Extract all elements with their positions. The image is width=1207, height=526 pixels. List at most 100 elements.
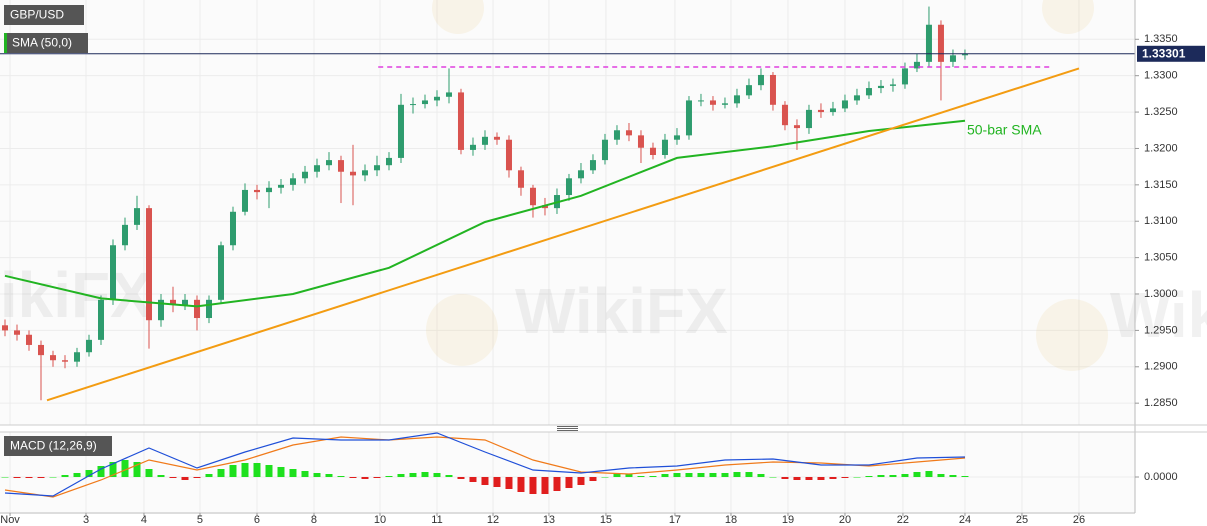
histogram-bar: [589, 477, 597, 481]
histogram-bar: [361, 477, 369, 479]
histogram-bar: [217, 469, 225, 477]
histogram-bar: [805, 477, 813, 480]
candle-body: [853, 95, 860, 101]
histogram-bar: [265, 465, 273, 477]
histogram-bar: [649, 476, 657, 477]
histogram-bar: [841, 477, 849, 478]
histogram-bar: [541, 477, 549, 494]
legend-box: [4, 33, 88, 53]
candle-body: [62, 360, 69, 362]
x-tick-label: 25: [1016, 514, 1028, 526]
candle-body: [577, 170, 584, 179]
support-trendline: [46, 67, 1080, 402]
candle-body: [757, 74, 764, 86]
x-tick-label: 3: [83, 514, 89, 526]
candle-body: [241, 189, 248, 212]
histogram-bar: [901, 474, 909, 477]
candle-body: [745, 85, 752, 96]
candle-body: [817, 109, 824, 113]
histogram-bar: [733, 472, 741, 477]
y-tick-label: 1.3150: [1144, 179, 1178, 191]
candle-body: [565, 178, 572, 196]
histogram-bar: [553, 477, 561, 491]
sma-legend[interactable]: SMA (50,0): [4, 33, 88, 53]
histogram-bar: [169, 477, 177, 478]
y-tick-label: 1.3000: [1144, 288, 1178, 300]
candle-body: [301, 171, 308, 179]
histogram-bar: [817, 477, 825, 480]
candle-body: [98, 299, 105, 340]
histogram-bar: [865, 476, 873, 477]
histogram-bar: [49, 477, 57, 478]
candle-body: [86, 339, 93, 353]
candle-body: [109, 245, 116, 300]
candle-body: [925, 24, 932, 62]
candle-body: [541, 205, 548, 209]
candle-body: [697, 100, 704, 102]
x-tick-label: 17: [669, 514, 681, 526]
y-tick-label: 1.2850: [1144, 397, 1178, 409]
candle-body: [26, 334, 33, 345]
candle-body: [877, 85, 884, 89]
candle-body: [2, 325, 9, 331]
y-tick-label: 1.2950: [1144, 324, 1178, 336]
x-tick-label: 11: [431, 514, 442, 526]
histogram-bar: [193, 477, 201, 478]
histogram-bar: [373, 477, 381, 478]
histogram-bar: [157, 475, 165, 477]
candle-body: [889, 84, 896, 86]
histogram-bar: [349, 477, 357, 478]
x-tick-label: 20: [839, 514, 851, 526]
candle-body: [661, 139, 668, 156]
histogram-bar: [25, 477, 33, 478]
candle-body: [601, 139, 608, 161]
histogram-bar: [517, 477, 525, 492]
histogram-bar: [337, 476, 345, 477]
histogram-bar: [829, 477, 837, 479]
histogram-bar: [421, 472, 429, 477]
candle-body: [589, 160, 596, 171]
histogram-bar: [61, 475, 69, 477]
histogram-bar: [961, 476, 969, 477]
candle-body: [781, 104, 788, 126]
histogram-bar: [709, 473, 717, 477]
candle-body: [121, 224, 128, 246]
histogram-bar: [13, 477, 21, 478]
histogram-bar: [409, 473, 417, 477]
candle-body: [481, 136, 488, 145]
histogram-bar: [661, 474, 669, 477]
candle-body: [265, 187, 272, 193]
indicator-label: MACD (12,26,9): [10, 439, 97, 453]
candle-body: [841, 100, 848, 109]
histogram-bar: [685, 473, 693, 477]
resize-handle[interactable]: [557, 426, 578, 431]
histogram-bar: [445, 475, 453, 477]
y-tick-label: 0.0000: [1144, 471, 1178, 483]
histogram-bar: [469, 477, 477, 482]
x-tick-label: 13: [543, 514, 555, 526]
candle-body: [949, 55, 956, 62]
candle-body: [50, 355, 57, 361]
candle-body: [469, 144, 476, 150]
histogram-bar: [457, 477, 465, 479]
candle-body: [493, 136, 500, 140]
candle-body: [349, 171, 356, 176]
candle-body: [625, 130, 632, 136]
candle-body: [181, 299, 188, 305]
sma-annotation: 50-bar SMA: [967, 122, 1042, 138]
marks: [0, 6, 1135, 498]
candle-body: [865, 88, 872, 96]
histogram-bar: [529, 477, 537, 494]
symbol-legend[interactable]: GBP/USD: [4, 5, 84, 25]
candle-body: [901, 68, 908, 85]
candle-body: [613, 130, 620, 140]
x-tick-label: 22: [897, 514, 909, 526]
macd-legend[interactable]: MACD (12,26,9): [4, 436, 112, 456]
candle-body: [133, 208, 140, 225]
y-tick-label: 1.3050: [1144, 252, 1178, 264]
histogram-bar: [565, 477, 573, 488]
candle-body: [169, 299, 176, 305]
histogram-bar: [133, 462, 141, 477]
candle-body: [961, 53, 968, 56]
x-tick-label: 4: [141, 514, 147, 526]
